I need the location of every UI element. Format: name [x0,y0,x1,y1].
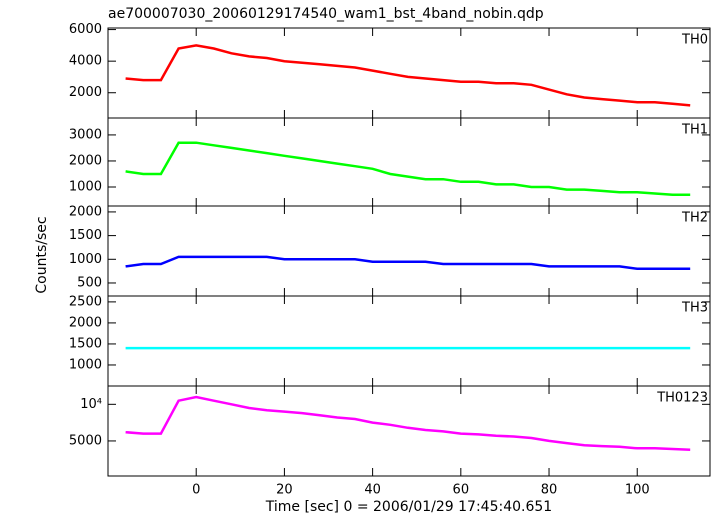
y-tick-label: 500 [77,275,102,290]
y-tick-label: 1000 [69,252,102,267]
x-tick-label: 20 [276,483,293,498]
series-line [125,141,691,197]
y-tick-label: 6000 [69,22,102,37]
series-line [125,395,691,451]
y-axis-label: Counts/sec [34,216,50,293]
series-name: TH1 [681,123,708,138]
y-tick-label: 4000 [69,54,102,69]
y-tick-label: 1000 [69,179,102,194]
series-line [125,255,691,271]
series-name: TH2 [681,211,708,226]
panel-frame [107,295,711,387]
y-tick-label: 2500 [69,294,102,309]
y-tick-label: 2000 [69,315,102,330]
y-tick-label: 2000 [69,204,102,219]
series-name: TH0 [681,33,708,48]
y-tick-label: 1500 [69,336,102,351]
x-tick-label: 0 [192,483,200,498]
series-line [125,44,691,107]
y-tick-label: 2000 [69,153,102,168]
panel-frame [107,205,711,297]
y-tick-label: 1000 [69,357,102,372]
y-tick-label: 3000 [69,127,102,142]
y-tick-label: 10⁴ [80,397,102,412]
chart-title: ae700007030_20060129174540_wam1_bst_4ban… [108,6,544,22]
y-tick-label: 2000 [69,85,102,100]
panel-frame [107,385,711,477]
x-tick-label: 60 [453,483,470,498]
y-tick-label: 5000 [69,433,102,448]
panel-frame [107,27,711,119]
y-tick-label: 1500 [69,228,102,243]
x-tick-label: 40 [364,483,381,498]
series-name: TH3 [681,301,708,316]
series-name: TH0123 [656,391,708,406]
x-axis-label: Time [sec] 0 = 2006/01/29 17:45:40.651 [265,499,552,515]
x-tick-label: 80 [541,483,558,498]
x-tick-label: 100 [625,483,650,498]
